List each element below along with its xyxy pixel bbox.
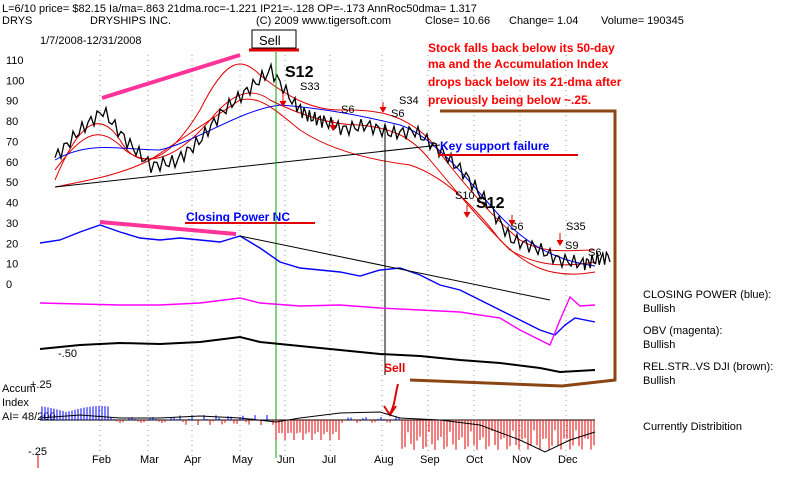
month-tick-label: Oct xyxy=(466,454,483,466)
price-uptrend-annotation xyxy=(101,53,241,100)
arrow-down-icon xyxy=(463,205,471,218)
arrow-down-icon xyxy=(279,92,287,107)
accum-title-2: Index xyxy=(2,397,29,409)
comment-line-4: previously being below ~.25. xyxy=(428,93,591,107)
signal-s10: S10 xyxy=(455,190,475,202)
rs-legend-title: REL.STR..VS DJI (brown): xyxy=(643,361,773,373)
month-tick-label: Jun xyxy=(277,454,295,466)
sell-box xyxy=(251,29,297,49)
cp-trendline xyxy=(239,235,551,301)
volume-value: Volume= 190345 xyxy=(601,15,684,27)
comment-line-2: ma and the Accumulation Index xyxy=(428,57,609,71)
month-axis: Feb Mar Apr May Jun Jul Aug Sep Oct Nov Dec xyxy=(92,454,578,466)
month-tick-label: Aug xyxy=(374,454,394,466)
accum-lower-level: -.25 xyxy=(28,446,47,458)
comment-block: Stock falls back below its 50-day ma and… xyxy=(428,41,622,107)
company-name: DRYSHIPS INC. xyxy=(90,15,171,27)
accum-status: Currently Distribition xyxy=(643,421,742,433)
cp-downtrend-annotation xyxy=(99,220,237,236)
cp-legend-title: CLOSING POWER (blue): xyxy=(643,289,771,301)
accum-ma-line xyxy=(39,411,596,453)
month-tick-label: Apr xyxy=(184,454,201,466)
month-tick-label: Dec xyxy=(558,454,578,466)
obv-legend-value: Bullish xyxy=(643,339,675,351)
signal-s12-oct: S12 xyxy=(476,195,505,212)
price-tick-label: 40 xyxy=(6,198,18,210)
sell-aug-label: Sell xyxy=(384,361,405,375)
obv-scale-label: -.50 xyxy=(58,348,77,360)
stats-line: L=6/10 price= $82.15 Ia/ma=.863 21dma.ro… xyxy=(2,3,477,15)
closing-power-line xyxy=(39,224,596,336)
signal-s6-d: S6 xyxy=(588,247,601,259)
lower-band-line xyxy=(54,98,596,275)
arrow-down-icon xyxy=(379,102,387,113)
accum-title-1: Accum xyxy=(2,383,36,395)
price-tick-label: 30 xyxy=(6,218,18,230)
rs-legend-value: Bullish xyxy=(643,375,675,387)
signal-s6-a: S6 xyxy=(341,104,354,116)
signal-s9: S9 xyxy=(565,240,578,252)
arrow-down-icon xyxy=(508,215,516,226)
signal-s6-c: S6 xyxy=(510,221,523,233)
price-tick-label: 110 xyxy=(6,55,24,67)
signal-s34: S34 xyxy=(399,95,419,107)
close-value: Close= 10.66 xyxy=(425,15,490,27)
key-support-label: Key support failure xyxy=(440,139,550,153)
sell-arrow-icon xyxy=(383,383,399,417)
date-range: 1/7/2008-12/31/2008 xyxy=(40,35,142,47)
obv-line xyxy=(39,295,596,346)
signal-s12-top: S12 xyxy=(285,64,314,81)
copyright: (C) 2009 www.tigersoft.com xyxy=(256,15,391,27)
month-tick-label: Mar xyxy=(140,454,159,466)
comment-line-3: drops back below its 21-dma after xyxy=(428,75,622,89)
price-tick-label: 100 xyxy=(6,75,24,87)
month-tick-label: Feb xyxy=(92,454,111,466)
rel-strength-line xyxy=(39,335,596,374)
price-tick-label: 0 xyxy=(6,279,12,291)
month-tick-label: May xyxy=(232,454,253,466)
signal-s33: S33 xyxy=(300,81,320,93)
month-tick-label: Jul xyxy=(322,454,336,466)
price-tick-label: 10 xyxy=(6,259,18,271)
signal-s6-b: S6 xyxy=(391,108,404,120)
cp-legend-value: Bullish xyxy=(643,303,675,315)
signal-arrows xyxy=(279,92,564,246)
change-value: Change= 1.04 xyxy=(509,15,578,27)
accum-upper-level: +.25 xyxy=(30,379,52,391)
month-tick-label: Nov xyxy=(512,454,532,466)
price-tick-label: 60 xyxy=(6,157,18,169)
price-tick-label: 70 xyxy=(6,136,18,148)
accum-bars xyxy=(41,406,595,450)
brown-connector xyxy=(409,109,617,388)
month-tick-label: Sep xyxy=(420,454,440,466)
arrow-down-icon xyxy=(556,233,564,246)
price-tick-label: 80 xyxy=(6,116,18,128)
month-gridlines xyxy=(99,55,567,460)
sell-box-label: Sell xyxy=(259,33,281,48)
closing-power-nc-label: Closing Power NC xyxy=(186,210,290,224)
obv-legend-title: OBV (magenta): xyxy=(643,325,722,337)
comment-line-1: Stock falls back below its 50-day xyxy=(428,41,615,55)
ticker-label: DRYS xyxy=(2,15,32,27)
ma50-line xyxy=(54,104,596,267)
price-line xyxy=(54,62,611,271)
signal-s35: S35 xyxy=(566,221,586,233)
arrow-down-icon xyxy=(329,120,337,131)
price-tick-label: 90 xyxy=(6,96,18,108)
price-tick-label: 20 xyxy=(6,238,18,250)
support-trendline xyxy=(54,144,441,188)
price-tick-label: 50 xyxy=(6,177,18,189)
